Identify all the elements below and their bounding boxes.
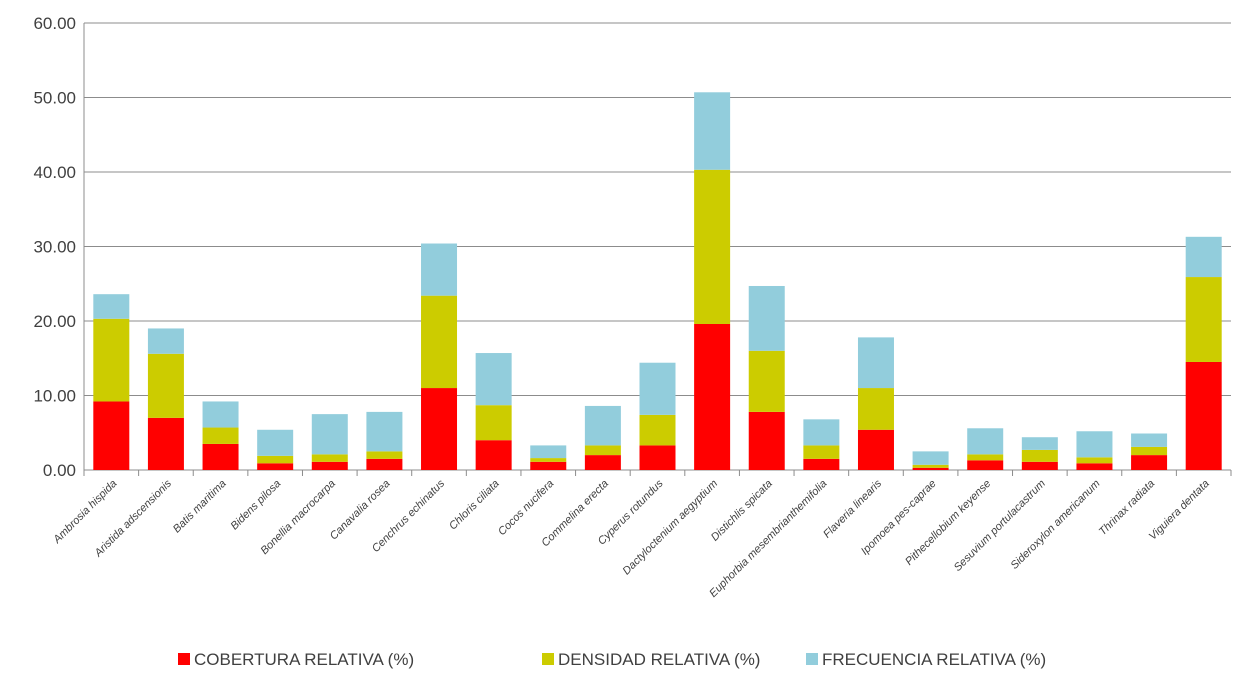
bar-segment-1 (1076, 463, 1113, 470)
legend-swatch (178, 653, 190, 665)
legend-label: DENSIDAD RELATIVA (%) (558, 650, 760, 669)
bar-segment-3 (530, 445, 567, 459)
bar-segment-1 (93, 401, 130, 470)
x-tick-label: Flaveria linearis (821, 477, 884, 540)
bar-segment-3 (1185, 236, 1222, 278)
bar-segment-2 (421, 295, 458, 389)
bar-segment-3 (639, 362, 676, 415)
bar-segment-1 (1021, 461, 1058, 470)
bar-segment-2 (912, 464, 949, 468)
bar-segment-3 (311, 414, 348, 455)
legend: COBERTURA RELATIVA (%) DENSIDAD RELATIVA … (178, 650, 1046, 669)
bar-segment-1 (1185, 361, 1222, 470)
bar-segment-1 (421, 388, 458, 470)
y-tick-label: 0.00 (43, 461, 76, 480)
bar-segment-2 (1131, 446, 1168, 456)
bar-segment-3 (857, 337, 894, 389)
bar-segment-1 (912, 467, 949, 470)
bar-segment-2 (803, 445, 840, 459)
bar-segment-2 (857, 388, 894, 430)
x-tick-label: Dactyloctenium aegyptium (621, 478, 721, 578)
bar-segment-2 (1185, 277, 1222, 362)
bar-segment-2 (530, 458, 567, 462)
bar-segment-1 (257, 463, 294, 470)
bar-segment-1 (202, 443, 239, 470)
bar-segment-1 (530, 461, 567, 470)
bar-segment-1 (1131, 455, 1168, 470)
bar-segment-2 (475, 405, 512, 441)
bar-segment-3 (1076, 431, 1113, 458)
y-tick-label: 50.00 (33, 89, 76, 108)
bar-segment-1 (147, 417, 184, 470)
bar-segment-3 (202, 401, 239, 428)
x-tick-label: Cocos nucifera (496, 478, 556, 538)
bar-segment-1 (967, 460, 1004, 470)
y-tick-label: 30.00 (33, 238, 76, 257)
bar-segment-3 (421, 243, 458, 296)
bar-segment-3 (748, 285, 785, 351)
x-tick-label: Sideroxylon americanum (1008, 478, 1102, 572)
bar-segment-3 (366, 411, 403, 452)
bar-segment-1 (584, 455, 621, 470)
legend-swatch (806, 653, 818, 665)
y-tick-label: 40.00 (33, 163, 76, 182)
bar-segment-3 (1131, 433, 1168, 447)
y-tick-label: 20.00 (33, 312, 76, 331)
bar-segment-1 (694, 323, 731, 470)
bar-segment-3 (912, 451, 949, 465)
bar-segment-2 (257, 455, 294, 464)
x-tick-label: Batis maritima (171, 478, 229, 536)
legend-label: FRECUENCIA RELATIVA (%) (822, 650, 1046, 669)
bar-segment-2 (584, 445, 621, 456)
bar-segment-2 (311, 454, 348, 462)
bar-segment-2 (147, 353, 184, 418)
bar-segment-1 (803, 458, 840, 470)
bar-segment-3 (147, 328, 184, 354)
x-tick-label: Viguiera dentata (1147, 478, 1212, 543)
x-tick-label: Chloris ciliata (447, 478, 502, 533)
y-tick-label: 60.00 (33, 14, 76, 33)
bar-segment-3 (803, 419, 840, 446)
bar-segment-2 (1076, 457, 1113, 464)
bar-segment-2 (93, 318, 130, 402)
y-axis-ticks: 0.00 10.00 20.00 30.00 40.00 50.00 60.00 (33, 14, 76, 480)
y-tick-label: 10.00 (33, 387, 76, 406)
bar-segment-1 (639, 445, 676, 470)
bar-segment-2 (639, 414, 676, 446)
bar-segment-1 (311, 461, 348, 470)
bar-segment-2 (694, 169, 731, 324)
x-tick-label: Thrinax radiata (1097, 478, 1157, 538)
bar-segment-2 (202, 427, 239, 444)
x-tick-label: Euphorbia mesembrianthemifolia (707, 478, 829, 600)
x-tick-label: Sesuvium portulacastrum (952, 478, 1048, 574)
bar-segment-3 (475, 353, 512, 406)
bar-segment-3 (967, 428, 1004, 455)
bar-segment-1 (475, 440, 512, 470)
bar-segment-1 (857, 429, 894, 470)
legend-label: COBERTURA RELATIVA (%) (194, 650, 414, 669)
bar-segment-2 (748, 350, 785, 412)
x-tick-label: Bidens pilosa (229, 478, 284, 533)
bar-segment-3 (93, 294, 130, 319)
bar-segment-2 (1021, 449, 1058, 462)
bar-segment-2 (967, 454, 1004, 461)
bar-segment-3 (584, 405, 621, 446)
bar-segment-1 (748, 411, 785, 470)
bar-segment-3 (257, 429, 294, 456)
gridlines (84, 22, 1231, 396)
bars (93, 92, 1222, 470)
bar-segment-3 (694, 92, 731, 170)
bar-segment-2 (366, 451, 403, 459)
bar-segment-3 (1021, 437, 1058, 450)
bar-segment-1 (366, 458, 403, 470)
legend-swatch (542, 653, 554, 665)
